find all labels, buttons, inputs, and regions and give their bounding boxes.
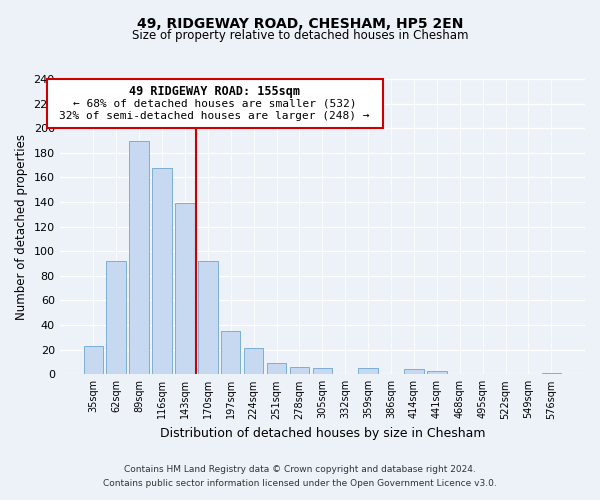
Bar <box>290 367 309 374</box>
Bar <box>83 346 103 374</box>
Text: ← 68% of detached houses are smaller (532): ← 68% of detached houses are smaller (53… <box>73 98 356 108</box>
Bar <box>130 140 149 374</box>
Bar <box>152 168 172 374</box>
Bar <box>427 370 446 374</box>
Text: Contains HM Land Registry data © Crown copyright and database right 2024.
Contai: Contains HM Land Registry data © Crown c… <box>103 466 497 487</box>
Bar <box>313 368 332 374</box>
Bar <box>404 370 424 374</box>
Bar <box>198 261 218 374</box>
Bar <box>542 373 561 374</box>
Bar <box>221 331 241 374</box>
Text: Size of property relative to detached houses in Chesham: Size of property relative to detached ho… <box>132 29 468 42</box>
Bar <box>106 261 126 374</box>
Bar <box>267 363 286 374</box>
Bar <box>244 348 263 374</box>
FancyBboxPatch shape <box>47 79 383 128</box>
Y-axis label: Number of detached properties: Number of detached properties <box>15 134 28 320</box>
Bar <box>358 368 378 374</box>
Text: 49, RIDGEWAY ROAD, CHESHAM, HP5 2EN: 49, RIDGEWAY ROAD, CHESHAM, HP5 2EN <box>137 18 463 32</box>
X-axis label: Distribution of detached houses by size in Chesham: Distribution of detached houses by size … <box>160 427 485 440</box>
Text: 49 RIDGEWAY ROAD: 155sqm: 49 RIDGEWAY ROAD: 155sqm <box>129 85 300 98</box>
Bar <box>175 204 194 374</box>
Text: 32% of semi-detached houses are larger (248) →: 32% of semi-detached houses are larger (… <box>59 110 370 120</box>
